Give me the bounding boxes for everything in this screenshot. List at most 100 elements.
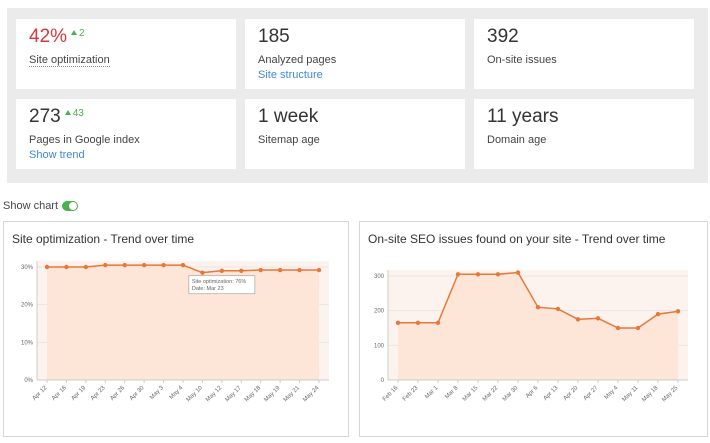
onsite-issues-chart-panel: On-site SEO issues found on your site - …: [359, 221, 708, 437]
site-optimization-chart: 0% 10% 20% 30% Apr 12 Apr 16 Apr 19 Apr 23 Apr 2…: [21, 261, 329, 404]
x-tick-label: Mar 22: [482, 385, 500, 403]
data-point: [161, 262, 166, 268]
x-tick-label: Apr 16: [51, 385, 68, 402]
x-tick-label: Mar 8: [444, 385, 460, 401]
y-tick-label: 200: [374, 309, 385, 315]
analyzed-pages-card: 185 Analyzed pages Site structure: [245, 19, 465, 89]
data-point: [435, 320, 441, 325]
domain-age-label: Domain age: [487, 134, 547, 146]
show-chart-label: Show chart: [3, 200, 59, 212]
x-tick-label: Apr 19: [71, 385, 88, 402]
domain-age-card: 11 years Domain age: [474, 99, 694, 169]
y-tick-label: 10%: [21, 340, 34, 346]
data-point: [316, 267, 322, 273]
pages-in-google-delta: 43: [64, 108, 84, 119]
pages-in-google-card: 273 43 Pages in Google index Show trend: [16, 99, 236, 169]
x-tick-label: May 4: [169, 385, 185, 401]
data-point: [297, 267, 302, 273]
x-tick-label: May 19: [263, 385, 282, 404]
toggle-knob: [69, 202, 78, 210]
show-chart-toggle[interactable]: [62, 201, 79, 211]
x-tick-label: May 4: [604, 385, 620, 401]
onsite-issues-label: On-site issues: [487, 54, 557, 66]
data-point: [141, 262, 147, 268]
x-tick-label: May 3: [149, 385, 165, 401]
data-point: [655, 311, 661, 317]
x-tick-label: Apr 23: [90, 385, 107, 402]
x-tick-label: Mar 1: [424, 385, 440, 401]
data-point: [455, 272, 461, 277]
y-tick-label: 300: [374, 274, 385, 280]
tooltip-line: Date: Mar 23: [192, 286, 224, 292]
sitemap-age-value: 1 week: [258, 106, 319, 127]
data-point: [239, 268, 244, 273]
x-tick-label: Apr 26: [109, 385, 126, 402]
x-tick-label: May 25: [661, 385, 680, 404]
y-tick-label: 20%: [21, 303, 34, 309]
data-point: [535, 305, 541, 310]
x-tick-label: Mar 15: [462, 385, 480, 403]
arrow-up-icon: [64, 110, 71, 115]
analyzed-pages-label: Analyzed pages: [258, 54, 337, 66]
x-tick-label: May 11: [622, 385, 640, 403]
x-tick-label: Apr 13: [543, 385, 560, 402]
tooltip: Site optimization: 76%Date: Mar 23: [188, 275, 256, 295]
data-point: [44, 264, 50, 270]
arrow-up-icon: [71, 30, 78, 35]
data-point: [200, 270, 205, 275]
data-point: [635, 325, 641, 331]
sitemap-age-card: 1 week Sitemap age: [245, 99, 465, 169]
analyzed-pages-value: 185: [258, 26, 290, 47]
x-tick-label: May 10: [186, 385, 205, 404]
x-tick-label: May 18: [244, 385, 263, 404]
data-point: [415, 320, 421, 325]
data-point: [122, 262, 127, 268]
data-point: [575, 317, 581, 322]
series-area: [398, 272, 678, 380]
x-tick-label: Apr 27: [583, 385, 600, 402]
data-point: [595, 316, 601, 321]
onsite-issues-card: 392 On-site issues: [474, 19, 694, 89]
chart-title: On-site SEO issues found on your site - …: [368, 232, 666, 246]
chart-title: Site optimization - Trend over time: [12, 232, 195, 246]
x-tick-label: May 12: [205, 385, 224, 404]
site-optimization-value: 42% 2: [29, 26, 85, 47]
site-structure-link[interactable]: Site structure: [258, 69, 323, 81]
data-point: [395, 320, 401, 325]
sitemap-age-label: Sitemap age: [258, 134, 320, 146]
pages-in-google-value: 273 43: [29, 106, 84, 127]
data-point: [219, 268, 225, 273]
tooltip-box: [188, 275, 256, 295]
x-tick-label: Mar 30: [502, 385, 520, 403]
data-point: [675, 309, 681, 314]
y-tick-label: 0: [381, 378, 385, 384]
y-tick-label: 100: [374, 343, 385, 349]
site-optimization-label[interactable]: Site optimization: [29, 54, 110, 67]
x-tick-label: Apr 12: [32, 385, 49, 402]
stats-panel: 42% 2 Site optimization 185 Analyzed page…: [7, 8, 708, 183]
x-tick-label: Apr 6: [525, 385, 540, 400]
x-tick-label: May 24: [302, 385, 321, 404]
x-tick-label: Feb 23: [402, 385, 420, 403]
series-area: [47, 265, 319, 380]
data-point: [180, 262, 186, 268]
site-optimization-chart-panel: Site optimization - Trend over time 0% 10…: [3, 221, 349, 437]
show-trend-link[interactable]: Show trend: [29, 149, 85, 161]
tooltip-line: Site optimization: 76%: [192, 279, 247, 285]
data-point: [103, 262, 108, 268]
data-point: [258, 267, 263, 273]
y-tick-label: 0%: [24, 378, 33, 384]
data-point: [277, 267, 283, 273]
data-point: [515, 270, 521, 275]
x-tick-label: Apr 30: [129, 385, 146, 402]
show-chart-control: Show chart: [3, 200, 79, 212]
x-tick-label: Feb 16: [382, 385, 400, 403]
x-tick-label: May 18: [641, 385, 660, 404]
data-point: [495, 272, 501, 277]
x-tick-label: Apr 20: [563, 385, 580, 402]
y-tick-label: 30%: [21, 265, 34, 271]
data-point: [64, 264, 69, 270]
domain-age-value: 11 years: [487, 106, 559, 127]
site-optimization-delta: 2: [71, 28, 85, 39]
